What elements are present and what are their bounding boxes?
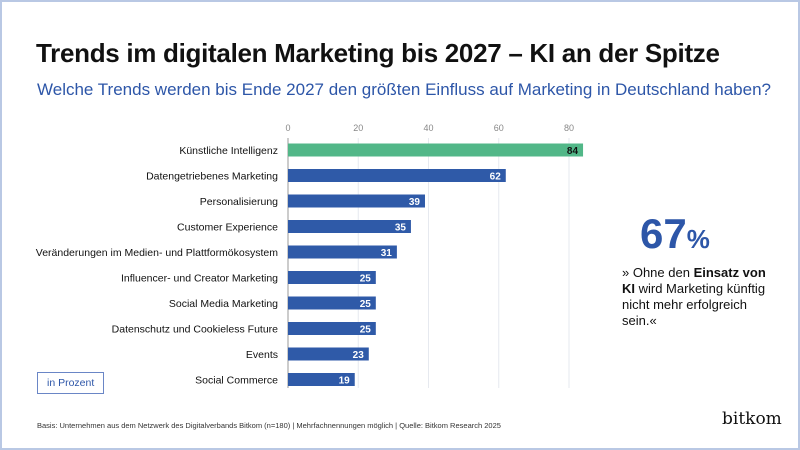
x-tick-label: 80 [564, 123, 574, 133]
data-label: 62 [490, 172, 502, 183]
bitkom-logo: bitkom [722, 409, 782, 429]
category-label: Veränderungen im Medien- und Plattformök… [36, 247, 278, 259]
data-label: 25 [360, 299, 372, 310]
category-label: Personalisierung [200, 196, 278, 208]
unit-label: in Prozent [37, 372, 105, 394]
category-label: Customer Experience [177, 222, 278, 234]
quote-text: » Ohne den [622, 265, 694, 280]
data-label: 19 [339, 376, 351, 387]
x-tick-label: 60 [494, 123, 504, 133]
category-label: Influencer- und Creator Marketing [121, 273, 278, 285]
footer-source: Basis: Unternehmen aus dem Netzwerk des … [37, 421, 501, 430]
bar [288, 373, 355, 386]
callout-number: 67 [640, 210, 687, 257]
callout-quote: » Ohne den Einsatz von KI wird Marketing… [622, 265, 782, 329]
data-label: 25 [360, 274, 372, 285]
bar [288, 143, 584, 157]
data-label: 31 [381, 248, 393, 259]
bar [288, 245, 397, 259]
category-label: Künstliche Intelligenz [179, 145, 278, 157]
subtitle: Welche Trends werden bis Ende 2027 den g… [37, 80, 771, 99]
category-label: Datengetriebenes Marketing [146, 171, 278, 183]
category-label: Social Media Marketing [169, 298, 278, 310]
data-label: 35 [395, 223, 407, 234]
data-label: 39 [409, 197, 421, 208]
bar [288, 220, 411, 233]
x-tick-label: 0 [285, 123, 290, 133]
bar [288, 271, 376, 284]
x-tick-label: 20 [353, 123, 363, 133]
data-label: 25 [360, 325, 372, 336]
data-label: 23 [353, 350, 365, 361]
bar [288, 194, 425, 208]
bar [288, 296, 376, 310]
category-label: Datenschutz und Cookieless Future [112, 324, 278, 336]
x-tick-label: 40 [423, 123, 433, 133]
quote-text-end: wird Marketing künftig nicht mehr erfolg… [622, 281, 766, 328]
quote-bold: Einsatz von KI [622, 265, 766, 296]
bar [288, 169, 506, 182]
bar [288, 347, 369, 361]
callout-unit: % [686, 224, 710, 254]
category-label: Events [246, 349, 278, 361]
category-label: Social Commerce [195, 375, 278, 387]
bar [288, 322, 376, 335]
callout-value: 67% [640, 210, 710, 258]
page-title: Trends im digitalen Marketing bis 2027 –… [36, 38, 720, 68]
data-label: 84 [567, 146, 579, 157]
